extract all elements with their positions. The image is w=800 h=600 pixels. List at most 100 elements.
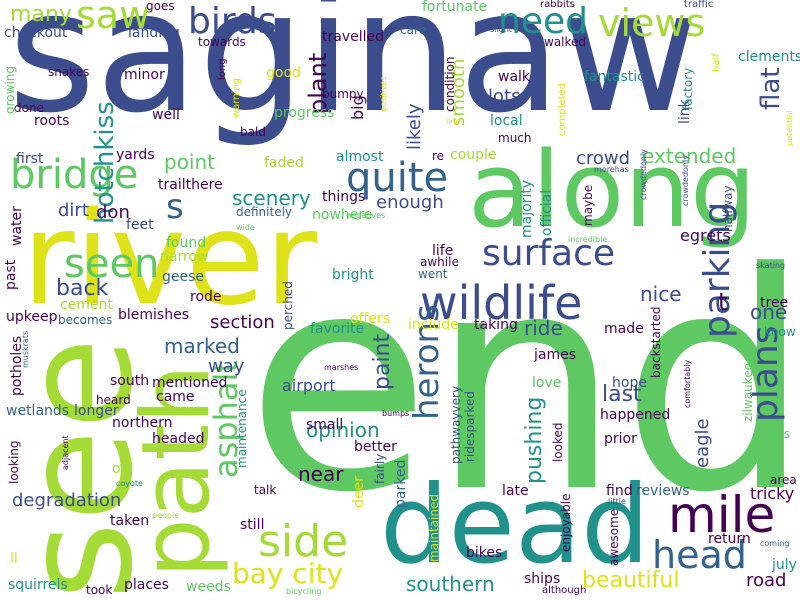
word-looking: looking: [7, 440, 21, 484]
word-better: better: [354, 439, 397, 455]
word-river: river: [22, 185, 318, 334]
word-tricky: tricky: [750, 484, 795, 503]
word-late: late: [502, 483, 529, 499]
word-half: half: [711, 53, 722, 72]
word-southern: southern: [406, 572, 495, 596]
word-maybe: maybe: [581, 184, 595, 226]
word-faded: faded: [264, 155, 304, 171]
word-progress: progress: [274, 105, 335, 121]
word-went: went: [418, 267, 448, 281]
word-side: side: [258, 516, 349, 567]
word-birds: birds: [188, 1, 277, 42]
word-dead: dead: [380, 463, 650, 588]
word-coyote: coyote: [116, 479, 143, 488]
word-negatives: negatives: [346, 211, 386, 220]
word-likely: likely: [404, 103, 425, 150]
word-road: road: [746, 570, 787, 591]
word-ride: ride: [524, 316, 563, 340]
word-pushing: pushing: [522, 396, 547, 484]
word-travelled: travelled: [322, 29, 385, 45]
word-awhile: awhile: [420, 255, 459, 269]
word-geese: geese: [162, 269, 205, 285]
word-s: s: [166, 187, 184, 227]
word-squirrels: squirrels: [8, 577, 68, 593]
word-mile: mile: [668, 486, 776, 544]
word-one: one: [750, 300, 788, 324]
word-line: line: [446, 117, 461, 126]
word-backstarted: backstarted: [649, 306, 663, 378]
word-bicycling: bicycling: [286, 587, 322, 596]
word-found: found: [166, 235, 207, 251]
word-upkeep: upkeep: [6, 309, 58, 325]
word-checkout: checkout: [4, 25, 68, 41]
word-enough: enough: [376, 192, 444, 213]
word-parked: parked: [393, 459, 409, 508]
word-ll: ll: [10, 551, 18, 567]
word-people: people: [152, 511, 180, 520]
word-clements: clements: [738, 49, 800, 65]
word-flat: flat: [756, 67, 786, 110]
word-done: done: [14, 101, 44, 115]
word-don: don: [96, 202, 130, 223]
word-egrets: egrets: [680, 226, 731, 245]
word-july: july: [772, 557, 797, 573]
word-weeds: weeds: [186, 579, 231, 595]
word-frogs: frogs: [760, 427, 791, 441]
word-love: love: [532, 375, 562, 391]
word-past: past: [3, 259, 19, 290]
word-definitely: definitely: [236, 205, 293, 219]
word-although: although: [542, 585, 587, 596]
word-marshes: marshes: [324, 363, 359, 372]
word-heard: heard: [96, 393, 131, 407]
word-adjacent: adjacent: [61, 435, 70, 470]
word-t: t: [718, 288, 728, 316]
word-traffic: traffic: [684, 0, 714, 10]
word-maintenance: maintenance: [235, 389, 249, 468]
word-wetlands: wetlands: [6, 403, 70, 419]
word-landing: landing: [128, 25, 180, 41]
word-came: came: [156, 389, 195, 405]
word-dirt: dirt: [58, 200, 89, 221]
word-snakes: snakes: [48, 65, 90, 79]
word-northern: northern: [112, 415, 173, 431]
word-slight: slight: [490, 25, 512, 34]
word-couple: couple: [450, 147, 497, 163]
word-little: little: [608, 497, 626, 506]
word-much: much: [498, 131, 532, 145]
word-old: old: [112, 461, 134, 477]
word-bumps: bumps: [382, 409, 410, 418]
word-mentioned: mentioned: [152, 375, 228, 391]
word-james: james: [534, 347, 577, 363]
word-talk: talk: [254, 483, 277, 497]
word-walk: walk: [498, 69, 531, 85]
word-bay-city: bay city: [232, 557, 344, 590]
word-marked: marked: [164, 334, 240, 358]
word-care: care: [400, 23, 427, 37]
word-looked: looked: [551, 422, 565, 462]
word-blemishes: blemishes: [118, 307, 189, 323]
word-offers: offers: [350, 311, 390, 327]
word-area: area: [770, 473, 797, 487]
word-water: water: [9, 206, 25, 246]
word-degradation: degradation: [12, 490, 122, 511]
word-re: re: [432, 149, 445, 163]
word-incredible: incredible: [568, 235, 608, 244]
word-airport: airport: [282, 376, 336, 395]
word-eagle: eagle: [692, 418, 713, 468]
word-things: things: [322, 189, 366, 205]
word-need: need: [498, 1, 588, 42]
word-quite: quite: [346, 155, 449, 201]
word-wildlife: wildlife: [420, 276, 583, 330]
word-way: way: [208, 356, 245, 377]
word-warning: warning: [231, 77, 242, 118]
word-almost: almost: [336, 149, 384, 165]
word-along: along: [468, 129, 757, 251]
word-hope: hope: [612, 375, 647, 391]
word-awesome: awesome: [607, 508, 621, 566]
word-south: south: [110, 373, 150, 389]
word-positives: positives: [379, 76, 388, 112]
word-end: end: [246, 209, 800, 558]
word-bright: bright: [332, 267, 374, 283]
word-skating: skating: [756, 261, 786, 270]
word-near: near: [298, 462, 344, 486]
